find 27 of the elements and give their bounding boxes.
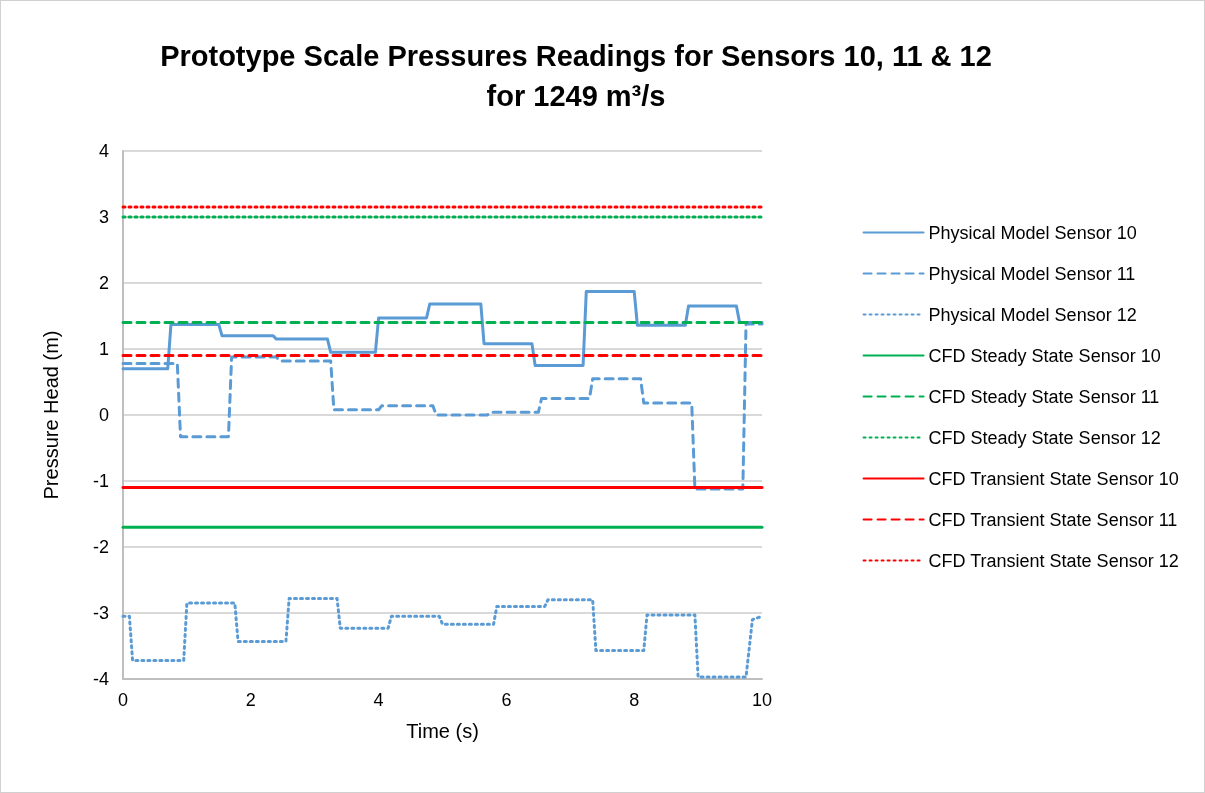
legend-label: Physical Model Sensor 10 [928,222,1137,243]
y-tick-label: 4 [98,141,109,161]
x-tick-label: 8 [629,690,640,710]
legend-label: Physical Model Sensor 12 [928,304,1137,325]
legend-label: CFD Steady State Sensor 12 [928,427,1161,448]
x-tick-label: 6 [501,690,512,710]
legend-label: CFD Steady State Sensor 10 [928,345,1161,366]
legend-label: CFD Transient State Sensor 10 [928,468,1179,489]
x-tick-label: 0 [117,690,129,710]
legend-label: Physical Model Sensor 11 [928,263,1136,284]
legend-label: CFD Transient State Sensor 11 [928,509,1178,530]
x-tick-label: 10 [751,690,773,710]
chart-title: Prototype Scale Pressures Readings for Sensors 10, 11 & 12 for 1249 m³/s [160,40,992,112]
y-axis-title: Pressure Head (m) [40,330,62,500]
y-tick-label: 1 [98,339,109,359]
x-axis-title: Time (s) [406,720,479,742]
y-tick-label: -4 [92,669,109,689]
y-tick-label: 2 [98,273,109,293]
y-tick-label: -2 [92,537,109,557]
y-tick-label: -1 [92,471,109,491]
y-tick-label: 0 [98,405,109,425]
legend-label: CFD Steady State Sensor 11 [928,386,1160,407]
x-tick-label: 4 [373,690,384,710]
y-tick-label: 3 [98,207,109,227]
legend-label: CFD Transient State Sensor 12 [928,550,1179,571]
x-tick-label: 2 [245,690,256,710]
y-tick-label: -3 [92,603,109,623]
